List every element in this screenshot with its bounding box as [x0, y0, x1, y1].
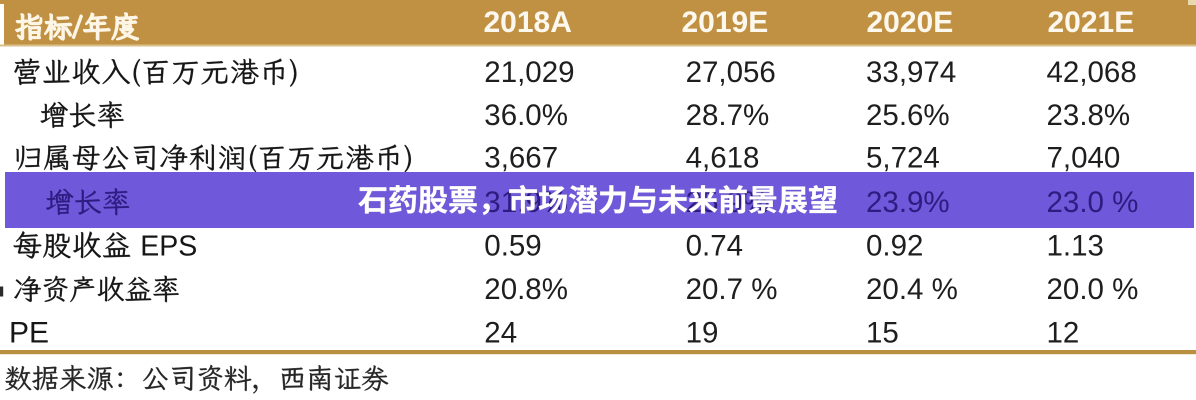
svg-text:36.0%: 36.0% [484, 99, 568, 132]
svg-text:0.92: 0.92 [866, 230, 923, 263]
svg-text:4,618: 4,618 [686, 142, 760, 175]
svg-text:3,667: 3,667 [484, 142, 558, 175]
svg-text:42,068: 42,068 [1047, 56, 1137, 89]
svg-text:21,029: 21,029 [484, 56, 574, 89]
svg-text:20.4 %: 20.4 % [866, 273, 958, 306]
svg-text:EPS: EPS [140, 231, 197, 263]
svg-text:12: 12 [1047, 317, 1080, 350]
svg-text:24: 24 [484, 317, 517, 350]
svg-text:20.0 %: 20.0 % [1047, 273, 1139, 306]
svg-text:23.9%: 23.9% [866, 186, 950, 219]
svg-text:23.8%: 23.8% [1047, 99, 1131, 132]
svg-text:23.0 %: 23.0 % [1047, 186, 1139, 219]
svg-text:20.7 %: 20.7 % [686, 273, 778, 306]
svg-text:1.13: 1.13 [1047, 230, 1104, 263]
svg-text:27,056: 27,056 [686, 56, 776, 89]
svg-text:0.59: 0.59 [484, 230, 541, 263]
svg-text:5,724: 5,724 [866, 142, 940, 175]
svg-text:2019E: 2019E [682, 6, 769, 39]
svg-text:2021E: 2021E [1048, 6, 1135, 39]
svg-text:7,040: 7,040 [1047, 142, 1121, 175]
svg-text:19: 19 [686, 317, 719, 350]
svg-text:PE: PE [9, 317, 49, 350]
svg-text:2020E: 2020E [867, 6, 954, 39]
svg-text:25.6%: 25.6% [866, 99, 950, 132]
svg-text:33,974: 33,974 [866, 56, 956, 89]
svg-text:0.74: 0.74 [686, 230, 743, 263]
svg-text:20.8%: 20.8% [484, 273, 568, 306]
svg-text:2018A: 2018A [484, 6, 572, 39]
svg-text:15: 15 [866, 317, 899, 350]
svg-text:28.7%: 28.7% [686, 99, 770, 132]
